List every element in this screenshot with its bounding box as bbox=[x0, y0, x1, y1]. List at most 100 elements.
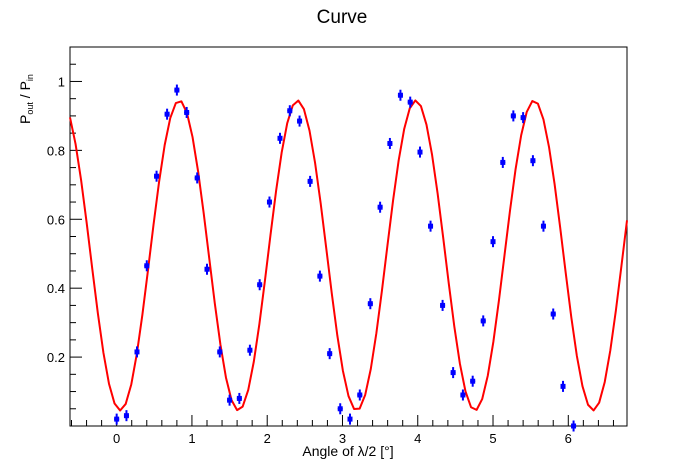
data-point bbox=[428, 220, 434, 232]
point-marker bbox=[560, 383, 566, 389]
point-marker bbox=[297, 118, 303, 124]
data-point bbox=[134, 346, 140, 358]
data-point bbox=[377, 201, 383, 213]
point-marker bbox=[266, 199, 272, 205]
point-marker bbox=[387, 140, 393, 146]
y-axis-label-mid: / P bbox=[17, 81, 33, 102]
point-marker bbox=[204, 266, 210, 272]
point-marker bbox=[377, 204, 383, 210]
y-axis-label-main: P bbox=[17, 115, 33, 124]
point-marker bbox=[327, 351, 333, 357]
data-point bbox=[440, 299, 446, 311]
data-point bbox=[287, 105, 293, 117]
data-point bbox=[347, 413, 353, 425]
data-point bbox=[520, 112, 526, 124]
data-point bbox=[114, 413, 120, 425]
data-point bbox=[510, 110, 516, 122]
point-marker bbox=[174, 87, 180, 93]
point-marker bbox=[257, 282, 263, 288]
data-point bbox=[123, 410, 129, 422]
point-marker bbox=[460, 392, 466, 398]
point-marker bbox=[337, 406, 343, 412]
x-tick-label: 0 bbox=[113, 431, 120, 446]
point-marker bbox=[123, 413, 129, 419]
y-tick-label: 0.2 bbox=[47, 350, 65, 365]
data-point bbox=[571, 420, 577, 432]
data-point bbox=[236, 392, 242, 404]
point-marker bbox=[134, 349, 140, 355]
data-point bbox=[154, 170, 160, 182]
y-axis-label-sub2: in bbox=[25, 74, 35, 81]
point-marker bbox=[490, 239, 496, 245]
x-tick-label: 2 bbox=[264, 431, 271, 446]
data-point bbox=[490, 236, 496, 248]
data-point bbox=[247, 344, 253, 356]
y-tick-label: 0.8 bbox=[47, 143, 65, 158]
x-tick-label: 3 bbox=[339, 431, 346, 446]
point-marker bbox=[470, 378, 476, 384]
data-point bbox=[164, 108, 170, 120]
data-point bbox=[307, 175, 313, 187]
point-marker bbox=[407, 99, 413, 105]
x-tick-label: 5 bbox=[489, 431, 496, 446]
data-point bbox=[500, 156, 506, 168]
point-marker bbox=[317, 273, 323, 279]
point-marker bbox=[217, 349, 223, 355]
point-marker bbox=[164, 111, 170, 117]
point-marker bbox=[520, 115, 526, 121]
data-point bbox=[297, 115, 303, 127]
y-tick-label: 0.6 bbox=[47, 212, 65, 227]
data-point bbox=[217, 346, 223, 358]
data-point bbox=[480, 315, 486, 327]
data-point bbox=[397, 89, 403, 101]
x-tick-label: 6 bbox=[565, 431, 572, 446]
data-point bbox=[460, 389, 466, 401]
fit-curve bbox=[69, 99, 628, 412]
point-marker bbox=[114, 416, 120, 422]
fit-curve-layer bbox=[69, 99, 628, 412]
x-axis-ticks: 0 1 2 3 4 5 6 bbox=[71, 415, 614, 446]
x-tick-label: 4 bbox=[414, 431, 421, 446]
point-marker bbox=[440, 302, 446, 308]
y-axis-ticks: 0.2 0.4 0.6 0.8 1 bbox=[47, 63, 82, 410]
point-marker bbox=[227, 397, 233, 403]
point-marker bbox=[480, 318, 486, 324]
data-point bbox=[204, 263, 210, 275]
point-marker bbox=[247, 347, 253, 353]
data-point bbox=[387, 137, 393, 149]
point-marker bbox=[428, 223, 434, 229]
data-point bbox=[450, 367, 456, 379]
y-axis-label-sub1: out bbox=[25, 102, 35, 115]
data-point bbox=[560, 380, 566, 392]
point-marker bbox=[144, 263, 150, 269]
point-marker bbox=[571, 423, 577, 429]
point-marker bbox=[417, 149, 423, 155]
x-tick-label: 1 bbox=[188, 431, 195, 446]
point-marker bbox=[500, 159, 506, 165]
data-point bbox=[357, 389, 363, 401]
data-point bbox=[540, 220, 546, 232]
data-point bbox=[470, 375, 476, 387]
point-marker bbox=[184, 109, 190, 115]
point-marker bbox=[397, 92, 403, 98]
point-marker bbox=[530, 158, 536, 164]
y-tick-label: 1 bbox=[58, 74, 65, 89]
data-points-layer bbox=[114, 84, 577, 432]
data-point bbox=[257, 279, 263, 291]
data-point bbox=[337, 403, 343, 415]
point-marker bbox=[540, 223, 546, 229]
data-point bbox=[417, 146, 423, 158]
chart-title: Curve bbox=[317, 7, 368, 28]
plot-frame bbox=[69, 46, 628, 427]
data-point bbox=[227, 394, 233, 406]
y-tick-label: 0.4 bbox=[47, 281, 65, 296]
point-marker bbox=[154, 173, 160, 179]
data-point bbox=[367, 298, 373, 310]
data-point bbox=[174, 84, 180, 96]
x-axis-label: Angle of λ/2 [°] bbox=[302, 443, 393, 459]
point-marker bbox=[287, 108, 293, 114]
data-point bbox=[194, 172, 200, 184]
y-axis-label: Pout / Pin bbox=[17, 74, 35, 124]
data-point bbox=[184, 106, 190, 118]
